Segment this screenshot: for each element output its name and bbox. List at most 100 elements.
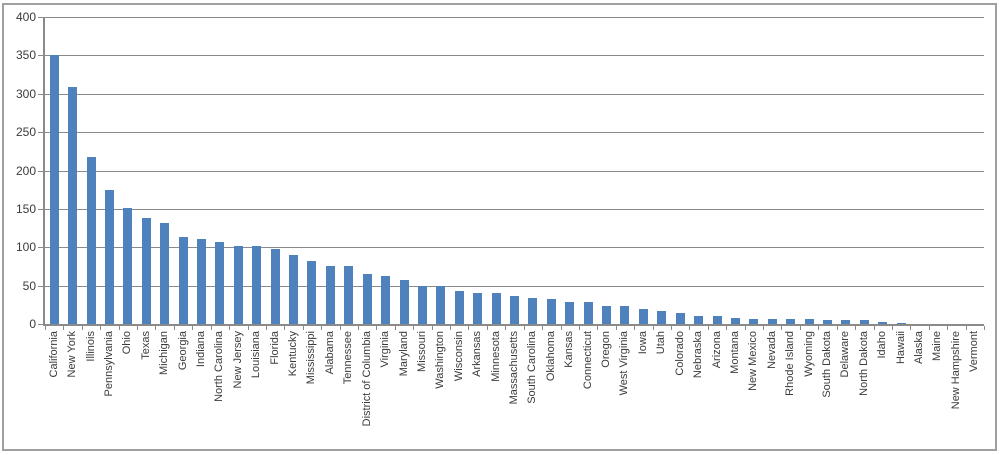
x-tick-mark bbox=[358, 326, 359, 330]
x-tick-mark bbox=[965, 326, 967, 330]
bar-indiana bbox=[197, 239, 206, 324]
x-category-label-alaska: Alaska bbox=[913, 331, 926, 365]
x-tick-mark bbox=[597, 326, 599, 330]
bar-colorado bbox=[675, 313, 685, 324]
x-category-label-new-mexico: New Mexico bbox=[747, 331, 760, 391]
y-tick-mark bbox=[38, 132, 43, 134]
x-tick-mark bbox=[81, 326, 83, 330]
gridline-50 bbox=[45, 285, 984, 287]
x-category-label-idaho: Idaho bbox=[876, 331, 889, 359]
chart-border bbox=[2, 3, 997, 451]
x-category-label-florida: Florida bbox=[268, 331, 281, 365]
y-tick-label-400: 400 bbox=[15, 10, 36, 24]
x-tick-mark bbox=[799, 326, 801, 330]
x-category-label-arkansas: Arkansas bbox=[471, 331, 484, 377]
y-tick-mark bbox=[38, 55, 43, 57]
x-category-label-minnesota: Minnesota bbox=[489, 331, 502, 382]
x-category-label-pennsylvania: Pennsylvania bbox=[102, 331, 115, 397]
x-category-label-wisconsin: Wisconsin bbox=[452, 331, 465, 382]
x-tick-mark bbox=[486, 326, 488, 330]
bar-oklahoma bbox=[546, 299, 556, 324]
x-tick-mark bbox=[891, 326, 893, 330]
x-tick-mark bbox=[45, 326, 46, 330]
bar-maryland bbox=[399, 280, 409, 324]
bar-pennsylvania bbox=[104, 190, 114, 324]
x-category-label-missouri: Missouri bbox=[415, 331, 428, 372]
x-tick-mark bbox=[984, 326, 985, 330]
y-tick-mark bbox=[38, 17, 43, 18]
x-tick-mark bbox=[652, 326, 654, 330]
x-tick-mark bbox=[321, 326, 323, 330]
x-category-label-west-virginia: West Virginia bbox=[618, 331, 631, 396]
y-tick-mark bbox=[38, 285, 43, 287]
x-tick-mark bbox=[578, 326, 580, 330]
bar-arizona bbox=[712, 316, 722, 324]
x-category-label-washington: Washington bbox=[434, 331, 447, 389]
x-category-label-illinois: Illinois bbox=[84, 331, 97, 362]
y-tick-label-300: 300 bbox=[15, 86, 36, 101]
y-tick-mark bbox=[38, 93, 43, 95]
x-tick-mark bbox=[100, 326, 102, 330]
bar-missouri bbox=[417, 286, 427, 324]
x-category-label-colorado: Colorado bbox=[673, 331, 686, 376]
bar-new-mexico bbox=[749, 319, 759, 324]
bar-minnesota bbox=[491, 293, 501, 324]
bar-mississippi bbox=[307, 261, 317, 324]
x-tick-mark bbox=[744, 326, 746, 330]
x-tick-mark bbox=[118, 326, 120, 330]
x-category-label-kentucky: Kentucky bbox=[287, 331, 300, 377]
x-tick-mark bbox=[210, 326, 212, 330]
x-tick-mark bbox=[542, 326, 544, 330]
x-tick-mark bbox=[394, 326, 396, 330]
bar-arkansas bbox=[473, 293, 483, 324]
gridline-150 bbox=[45, 208, 984, 210]
x-tick-mark bbox=[763, 326, 765, 330]
x-tick-mark bbox=[63, 326, 65, 330]
bar-delaware bbox=[841, 320, 851, 324]
y-tick-label-100: 100 bbox=[15, 240, 36, 255]
x-category-label-nebraska: Nebraska bbox=[692, 331, 705, 379]
bar-virginia bbox=[381, 276, 391, 324]
x-tick-mark bbox=[818, 326, 820, 330]
y-tick-mark bbox=[38, 247, 43, 249]
x-tick-mark bbox=[689, 326, 691, 330]
x-tick-mark bbox=[450, 326, 452, 330]
bar-idaho bbox=[878, 322, 888, 324]
bar-florida bbox=[270, 249, 280, 324]
bar-california bbox=[49, 55, 59, 324]
gridline-300 bbox=[45, 93, 984, 95]
x-category-label-maryland: Maryland bbox=[397, 331, 410, 377]
bar-oregon bbox=[602, 306, 612, 324]
x-tick-mark bbox=[339, 326, 341, 330]
x-tick-mark bbox=[302, 326, 304, 330]
bar-michigan bbox=[160, 223, 170, 324]
x-tick-mark bbox=[836, 326, 838, 330]
x-category-label-massachusetts: Massachusetts bbox=[508, 331, 520, 405]
bar-new-jersey bbox=[233, 246, 243, 324]
x-category-label-kansas: Kansas bbox=[563, 331, 576, 368]
x-category-label-iowa: Iowa bbox=[636, 331, 649, 355]
x-category-label-montana: Montana bbox=[728, 331, 741, 374]
x-tick-mark bbox=[265, 326, 267, 330]
bar-massachusetts bbox=[510, 296, 519, 324]
x-tick-mark bbox=[413, 326, 415, 330]
x-tick-mark bbox=[229, 326, 231, 330]
x-category-label-california: California bbox=[47, 331, 60, 378]
x-category-label-connecticut: Connecticut bbox=[581, 331, 594, 390]
bar-illinois bbox=[86, 157, 96, 324]
x-category-label-tennessee: Tennessee bbox=[342, 331, 355, 385]
x-category-label-vermont: Vermont bbox=[968, 331, 981, 372]
y-tick-label-50: 50 bbox=[22, 278, 36, 293]
y-tick-label-250: 250 bbox=[15, 125, 36, 140]
x-category-label-new-jersey: New Jersey bbox=[231, 331, 244, 389]
x-category-label-michigan: Michigan bbox=[158, 331, 171, 376]
y-tick-label-200: 200 bbox=[15, 163, 36, 178]
x-tick-mark bbox=[137, 326, 139, 330]
x-category-label-new-york: New York bbox=[66, 331, 79, 378]
x-category-label-north-carolina: North Carolina bbox=[213, 331, 226, 402]
bar-kentucky bbox=[289, 255, 299, 324]
x-category-label-ohio: Ohio bbox=[121, 331, 134, 355]
x-tick-mark bbox=[855, 326, 857, 330]
gridline-250 bbox=[45, 132, 984, 134]
